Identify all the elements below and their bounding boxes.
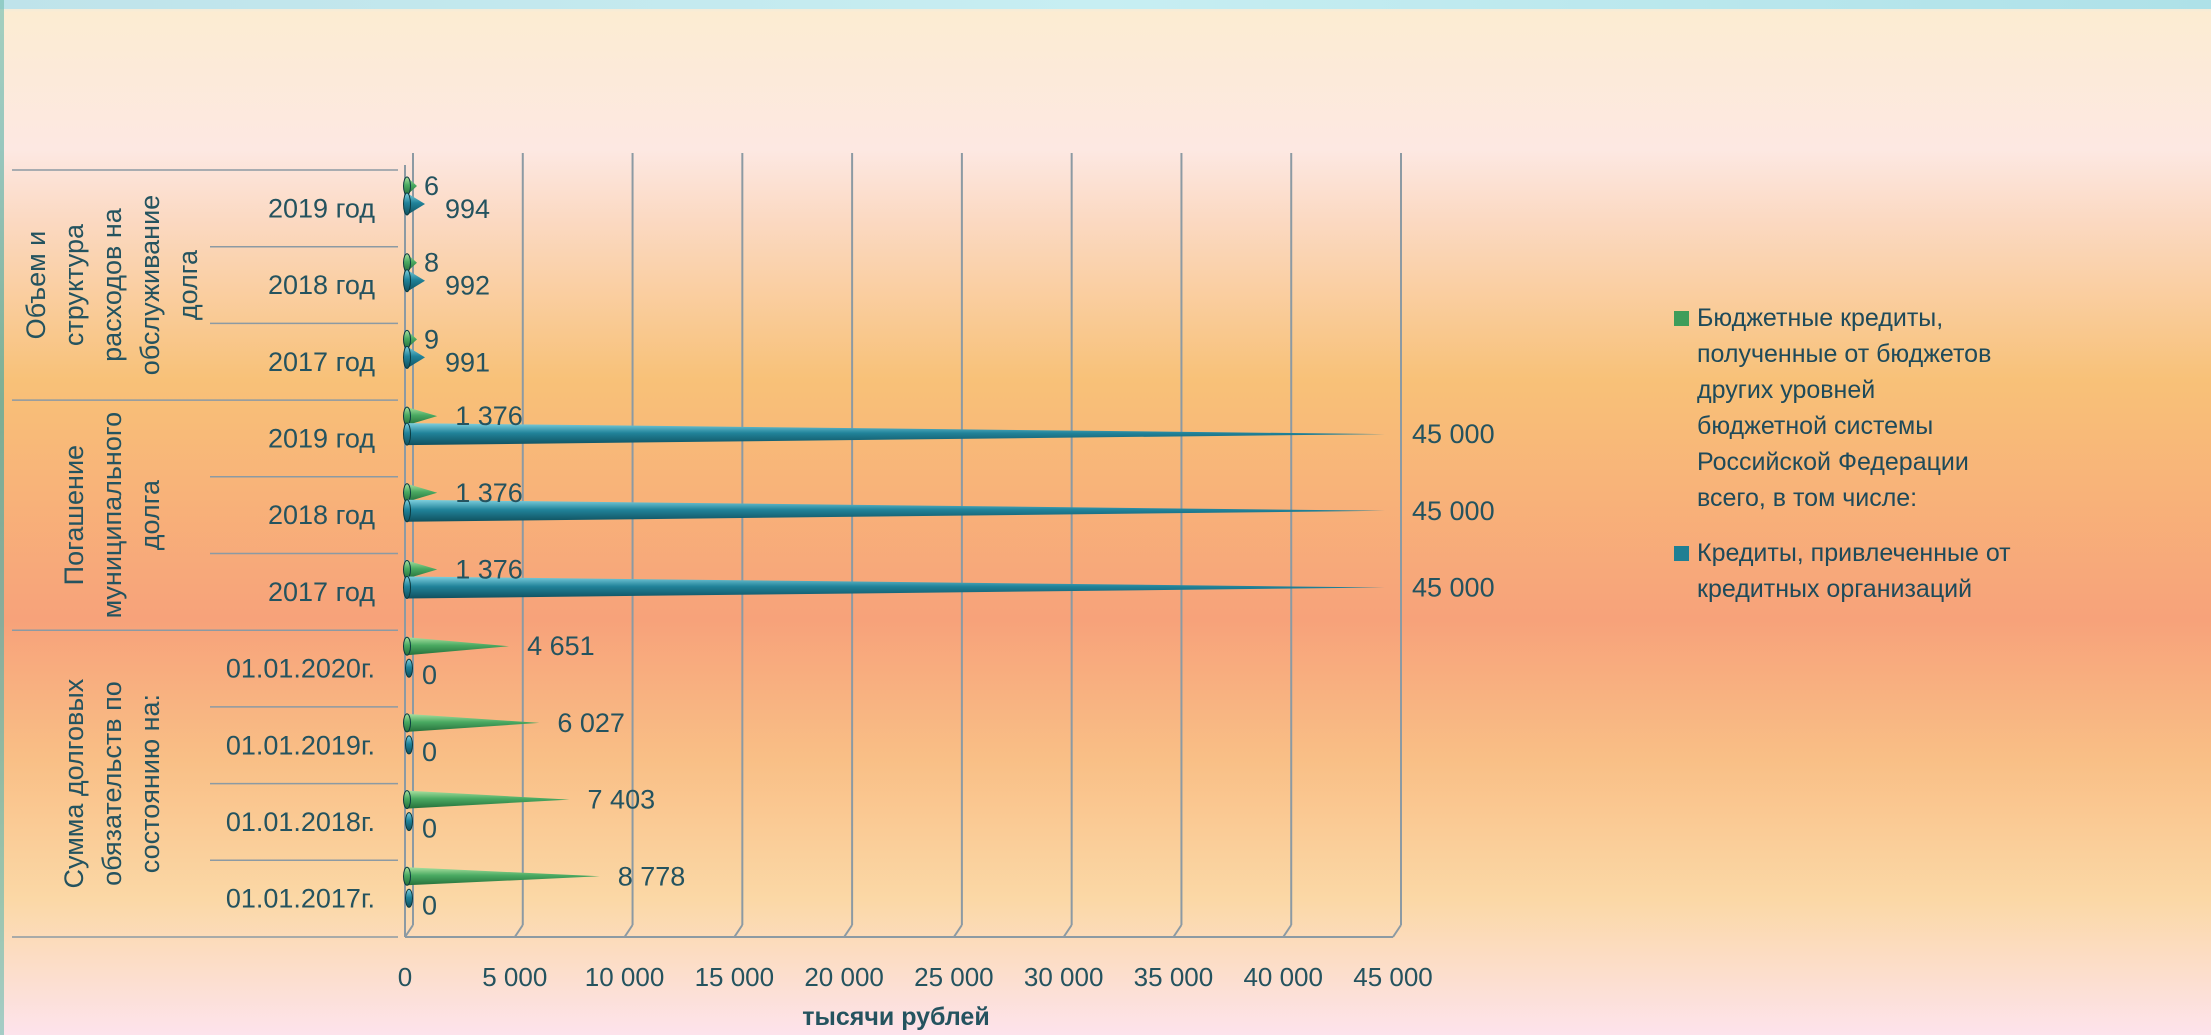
bar-bank-credits	[403, 192, 425, 216]
data-label-budget-credits: 7 403	[588, 785, 656, 815]
category-label: 2018 год	[268, 500, 375, 530]
data-label-budget-credits: 6 027	[557, 708, 625, 738]
data-label-budget-credits: 9	[424, 324, 439, 354]
data-label-budget-credits: 8	[424, 248, 439, 278]
bar-budget-credits	[403, 636, 510, 656]
x-tick-label-9: 45 000	[1353, 962, 1433, 992]
bar-bank-credits	[403, 345, 425, 369]
bar-budget-credits	[403, 176, 417, 196]
x-tick-label-6: 30 000	[1024, 962, 1104, 992]
bar-bank-credits	[403, 422, 1385, 446]
category-label: 01.01.2018г.	[226, 807, 375, 837]
bar-budget-credits	[403, 560, 438, 579]
data-label-budget-credits: 1 376	[455, 401, 523, 431]
data-label-budget-credits: 1 376	[455, 478, 523, 508]
data-label-bank-credits: 0	[422, 890, 437, 920]
bar-bank-credits	[405, 735, 413, 755]
group-label-0: Объем и структура расходов на обслуживание д…	[21, 195, 203, 375]
data-label-bank-credits: 45 000	[1412, 573, 1495, 603]
x-tick-label-2: 10 000	[585, 962, 665, 992]
legend-item-bank-credits: Кредиты, привлеченные от кредитных орган…	[1672, 535, 2012, 607]
category-label: 2019 год	[268, 423, 375, 453]
x-tick-label-8: 40 000	[1243, 962, 1323, 992]
bar-bank-credits	[403, 576, 1385, 599]
legend-label-budget-credits: Бюджетные кредиты, полученные от бюджето…	[1697, 304, 1992, 512]
floor-line-3	[733, 924, 744, 938]
bar-budget-credits	[403, 866, 600, 886]
data-label-bank-credits: 0	[422, 660, 437, 690]
group-label-2: Сумма долговых обязательств по состоянию н…	[59, 678, 165, 888]
group-label-1: Погашение муниципального долга	[59, 412, 165, 619]
data-label-bank-credits: 45 000	[1412, 419, 1495, 449]
bar-bank-credits	[405, 658, 413, 678]
top-decor-strip	[0, 0, 2211, 9]
data-label-budget-credits: 8 778	[618, 861, 686, 891]
bar-budget-credits	[403, 483, 438, 503]
data-label-bank-credits: 0	[422, 814, 437, 844]
x-tick-label-4: 20 000	[804, 962, 884, 992]
bar-bank-credits	[403, 499, 1385, 523]
left-decor-edge	[0, 0, 4, 1035]
bar-budget-credits	[403, 713, 540, 733]
floor-line-5	[953, 924, 963, 938]
category-label: 2017 год	[268, 577, 375, 607]
category-label: 2018 год	[268, 270, 375, 300]
legend-item-budget-credits: Бюджетные кредиты, полученные от бюджето…	[1672, 300, 2012, 516]
floor-line-1	[513, 924, 524, 938]
category-label: 01.01.2019г.	[226, 730, 375, 760]
legend-swatch-green	[1674, 311, 1689, 326]
data-label-bank-credits: 0	[422, 737, 437, 767]
x-tick-label-1: 5 000	[482, 962, 547, 992]
floor-line-8	[1282, 924, 1293, 938]
x-tick-label-7: 35 000	[1134, 962, 1214, 992]
floor-line-0	[404, 924, 414, 938]
floor-line-2	[623, 924, 634, 938]
data-label-bank-credits: 45 000	[1412, 496, 1495, 526]
x-tick-label-3: 15 000	[695, 962, 775, 992]
chart-legend: Бюджетные кредиты, полученные от бюджето…	[1672, 300, 2012, 626]
legend-label-bank-credits: Кредиты, привлеченные от кредитных орган…	[1697, 539, 2011, 603]
bar-budget-credits	[403, 406, 438, 426]
x-tick-label-5: 25 000	[914, 962, 994, 992]
x-axis-title: тысячи рублей	[802, 1003, 989, 1031]
data-label-bank-credits: 992	[445, 271, 490, 301]
bar-budget-credits	[403, 253, 417, 273]
bar-bank-credits	[405, 812, 413, 832]
floor-line-4	[843, 924, 853, 938]
bar-bank-credits	[405, 888, 413, 908]
data-label-budget-credits: 4 651	[527, 631, 595, 661]
x-tick-label-0: 0	[398, 962, 412, 992]
bar-bank-credits	[403, 269, 425, 293]
floor-line-6	[1062, 924, 1073, 938]
category-label: 2019 год	[268, 193, 375, 223]
bar-budget-credits	[403, 790, 570, 810]
category-label: 01.01.2020г.	[226, 654, 375, 684]
data-label-budget-credits: 1 376	[455, 555, 523, 585]
floor-line-7	[1172, 924, 1183, 938]
floor-line-9	[1392, 924, 1402, 938]
category-label: 2017 год	[268, 347, 375, 377]
legend-swatch-blue	[1674, 546, 1689, 561]
data-label-bank-credits: 994	[445, 194, 490, 224]
data-label-budget-credits: 6	[424, 171, 439, 201]
bar-budget-credits	[403, 329, 417, 349]
category-label: 01.01.2017г.	[226, 884, 375, 914]
data-label-bank-credits: 991	[445, 347, 490, 377]
